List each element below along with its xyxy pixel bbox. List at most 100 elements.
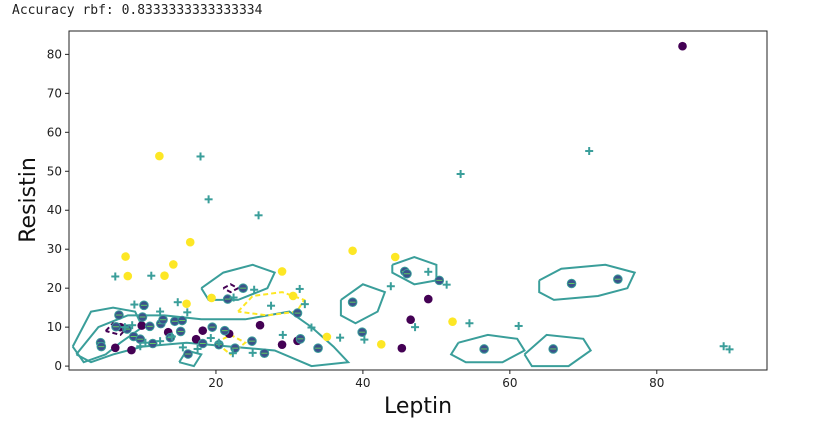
decision-contour-dashed: [215, 333, 248, 356]
test-point-marker: [137, 312, 148, 322]
y-tick-label: 50: [47, 164, 62, 178]
plus-marker: [141, 338, 150, 347]
x-tick-label: 40: [355, 376, 370, 390]
y-tick-label: 20: [47, 281, 62, 295]
test-point-marker: [402, 268, 412, 279]
data-points: [95, 41, 734, 359]
test-point-marker: [165, 332, 176, 343]
y-tick-label: 80: [47, 47, 62, 61]
plus-marker: [111, 272, 120, 281]
data-point: [406, 315, 415, 325]
decision-contour: [391, 255, 438, 286]
data-point: [185, 237, 195, 247]
plus-marker: [267, 301, 276, 310]
data-point: [121, 252, 130, 261]
y-tick-label: 10: [47, 320, 62, 334]
decision-contour: [449, 333, 526, 364]
test-point-marker: [259, 348, 270, 359]
y-axis-label: Resistin: [16, 157, 41, 243]
decision-contour: [523, 333, 593, 368]
test-point-marker: [145, 321, 155, 332]
data-point: [137, 321, 147, 330]
test-point-marker: [207, 322, 218, 332]
plus-marker: [128, 321, 137, 330]
y-tick-label: 70: [47, 86, 62, 100]
plus-marker: [719, 342, 728, 351]
plus-marker: [156, 307, 165, 316]
plus-marker: [156, 337, 165, 346]
plus-marker: [442, 280, 451, 289]
data-point: [182, 299, 191, 309]
plus-marker: [167, 332, 176, 341]
y-axis-ticks: 0 10 20 30 40 50 60 70 80: [47, 47, 69, 373]
data-point: [255, 320, 265, 330]
test-point-marker: [357, 327, 367, 338]
test-point-marker: [247, 336, 257, 346]
test-point-marker: [434, 275, 445, 286]
x-axis-label: Leptin: [384, 394, 452, 419]
data-point: [169, 260, 178, 269]
plus-marker: [307, 323, 316, 332]
plus-marker: [456, 170, 465, 179]
y-tick-label: 60: [47, 125, 62, 139]
test-point-marker: [114, 310, 124, 320]
test-point-marker: [177, 315, 187, 326]
plus-marker: [300, 300, 309, 309]
test-point-marker: [183, 349, 193, 359]
plus-marker: [248, 348, 257, 357]
test-point-marker: [313, 343, 323, 353]
x-tick-label: 80: [649, 376, 664, 390]
data-point: [155, 151, 164, 161]
plus-marker: [424, 267, 433, 276]
test-point-marker: [613, 274, 623, 285]
x-axis-ticks: 20 40 60 80: [208, 370, 664, 390]
data-point: [423, 294, 433, 304]
plus-marker: [147, 271, 156, 280]
plus-marker: [136, 342, 145, 351]
plus-marker: [278, 330, 287, 339]
test-point-marker: [222, 294, 233, 304]
data-point: [198, 326, 208, 335]
plus-marker: [173, 298, 182, 307]
test-point-marker: [111, 321, 121, 332]
test-point-marker: [96, 341, 107, 352]
decision-contour: [538, 263, 637, 301]
x-tick-label: 60: [502, 376, 517, 390]
plus-marker: [193, 344, 202, 353]
x-tick-label: 20: [208, 376, 223, 390]
plus-marker: [228, 349, 237, 358]
test-point-marker: [175, 326, 186, 337]
test-point-marker: [295, 334, 306, 344]
data-point: [277, 267, 287, 276]
plus-marker: [214, 338, 223, 347]
data-point: [277, 340, 287, 349]
test-point-marker: [197, 338, 208, 349]
plus-marker: [360, 335, 369, 344]
test-point-marker: [479, 344, 489, 354]
decision-contour-dashed: [237, 291, 306, 317]
decision-contour-dashed: [222, 283, 241, 294]
data-point: [123, 271, 133, 281]
test-point-marker: [347, 297, 358, 308]
data-point: [397, 343, 407, 353]
data-point: [678, 41, 687, 51]
y-tick-label: 40: [47, 203, 62, 217]
y-tick-label: 30: [47, 242, 62, 256]
plus-marker: [250, 285, 259, 294]
decision-contour: [75, 310, 351, 368]
test-point-marker: [292, 308, 303, 318]
plus-marker: [178, 343, 187, 352]
plus-marker: [183, 308, 192, 317]
plus-marker: [336, 333, 345, 342]
data-point: [191, 334, 201, 344]
test-point-marker: [139, 300, 149, 311]
data-point: [322, 332, 332, 342]
data-point: [348, 246, 357, 256]
data-point: [390, 252, 400, 262]
data-point: [376, 339, 386, 349]
test-point-marker: [158, 314, 168, 325]
plus-marker: [386, 282, 395, 291]
test-point-marker: [147, 338, 158, 349]
data-point: [448, 317, 457, 326]
